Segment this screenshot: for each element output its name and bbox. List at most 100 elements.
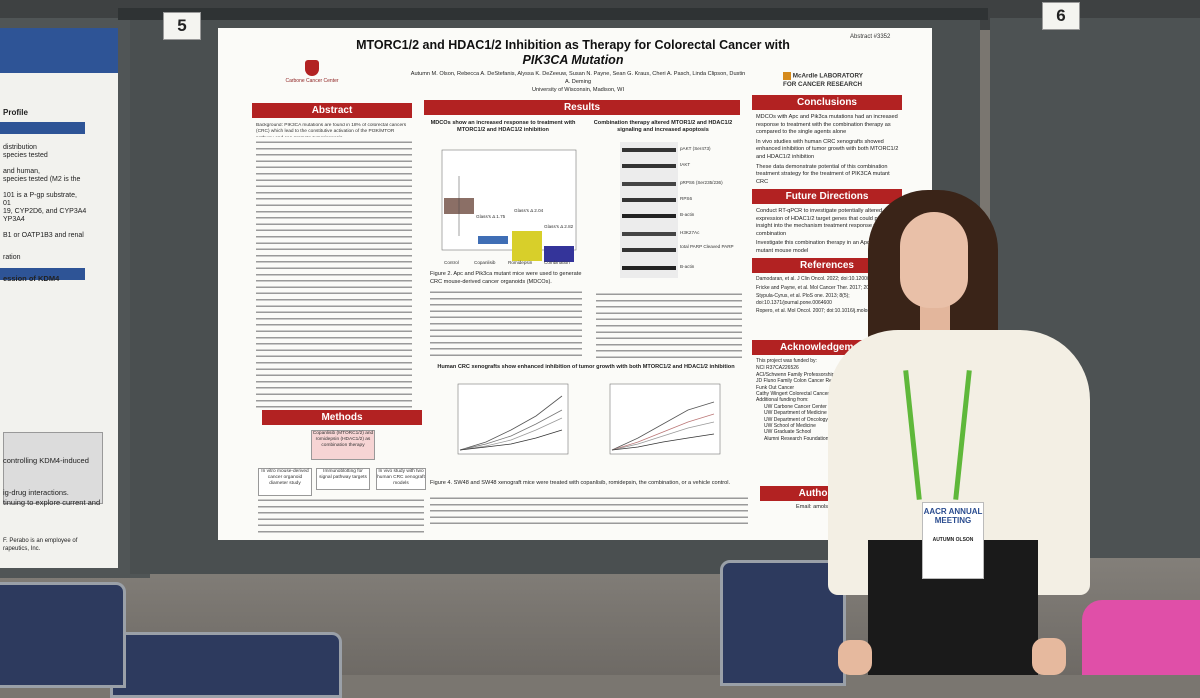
uw-crest-icon	[305, 60, 319, 76]
box-copanlisib	[478, 236, 508, 244]
blot-label: total PARP Cleaved PARP	[680, 244, 734, 249]
legend-item: Combination	[544, 260, 570, 265]
blot-band	[622, 232, 676, 236]
board-number-card: 6	[1042, 2, 1080, 30]
conclusion-item: These data demonstrate potential of this…	[756, 163, 890, 185]
ack-item: JD Fluno Family Colon Cancer Research Pr…	[756, 378, 868, 385]
chair	[110, 632, 342, 698]
box-combination	[544, 246, 574, 262]
ack-item: ACI/Schwenn Family Professorship	[756, 371, 835, 378]
blot-band	[622, 214, 676, 218]
hand	[1032, 638, 1066, 675]
blot-band	[622, 266, 676, 270]
figure2-caption-lines	[430, 290, 582, 356]
left-poster: Profile distribution species tested and …	[0, 28, 118, 568]
legend-item: Romidepsin	[508, 260, 533, 265]
method-box: Copanlisib (MTORC1/2) and romidepsin (HD…	[311, 430, 375, 460]
abstract-number: Abstract #3352	[850, 34, 891, 40]
organoid-box-plot	[441, 149, 577, 262]
mcardle-logo: McArdle LABORATORY FOR CANCER RESEARCH	[783, 72, 873, 89]
left-poster-line: tinuing to explore current and	[3, 498, 101, 507]
left-poster-line: ession of KDM4	[3, 274, 60, 283]
references-heading: References	[752, 258, 902, 273]
conclusion-item: MDCOs with Apc and Pik3ca mutations had …	[756, 114, 898, 136]
series-copanlisib	[459, 409, 563, 451]
poster-authors: Autumn M. Olson, Rebecca A. DeStefanis, …	[408, 70, 748, 94]
blot-label: RPS6	[680, 196, 693, 201]
left-poster-line: ig-drug interactions.	[3, 488, 69, 497]
results-panel3-title: Human CRC xenografts show enhanced inhib…	[437, 364, 735, 370]
future-item: Investigate this combination therapy in …	[756, 240, 900, 254]
ack-item: NCI R37CA226526	[756, 365, 799, 372]
figure4-caption-lines	[430, 496, 748, 524]
left-poster-line: 101 is a P-gp substrate,	[3, 192, 77, 199]
ack-item: Funk Out Cancer	[756, 384, 795, 391]
methods-caption	[258, 498, 424, 534]
left-poster-line: B1 or OATP1B3 and renal	[3, 232, 84, 239]
method-box: In vivo study with two human CRC xenogra…	[376, 468, 426, 490]
blot-band	[622, 148, 676, 152]
blot-label: tAKT	[680, 162, 691, 167]
figure4-caption: Figure 4. SW48 and SW48 xenograft mice w…	[430, 480, 731, 486]
blot-label: pRPS6 (Ser235/236)	[680, 180, 723, 185]
series-combination	[459, 429, 563, 451]
left-poster-bar	[0, 268, 85, 280]
affiliation: University of Wisconsin, Madison, WI	[531, 87, 624, 93]
research-poster: Abstract #3352 MTORC1/2 and HDAC1/2 Inhi…	[218, 28, 932, 540]
abstract-background-text: Background: PIK3CA mutations are found i…	[256, 123, 407, 137]
method-box: Immunoblotting for signal pathway target…	[316, 468, 370, 490]
ack-item: UW School of Medicine	[764, 423, 816, 430]
legend-item: Copanlisib	[474, 260, 496, 265]
logo-text: Carbone Cancer Center	[285, 78, 339, 84]
left-poster-line: controlling KDM4-induced	[3, 456, 89, 465]
legend-item: Control	[444, 260, 459, 265]
results-heading: Results	[424, 100, 740, 115]
face	[900, 212, 968, 308]
series-combination	[611, 433, 715, 451]
name-badge: AACR ANNUAL MEETING AUTUMN OLSON	[922, 502, 984, 579]
poster-title-line: MTORC1/2 and HDAC1/2 Inhibition as Thera…	[356, 38, 790, 52]
ack-item: Cathy Wingert Colorectal Cancer	[756, 391, 830, 398]
left-poster-line: and human,	[3, 168, 40, 175]
blot-label: B-actin	[680, 212, 695, 217]
ack-item: UW Department of Medicine	[764, 410, 827, 417]
western-blot	[620, 142, 678, 278]
left-poster-heading: Profile	[3, 108, 28, 117]
logo-text: McArdle LABORATORY FOR CANCER RESEARCH	[783, 72, 863, 88]
abstract-body-text	[256, 140, 412, 408]
box-label: Glass's Δ 2.04	[514, 208, 544, 213]
acknowledgements-list: This project was funded by: NCI R37CA226…	[756, 358, 902, 442]
left-poster-line: species tested (M2 is the	[3, 176, 81, 183]
series-romidepsin	[459, 417, 563, 451]
chair	[0, 582, 126, 688]
board-frame	[118, 8, 988, 20]
references-list: Damodaran, et al. J Clin Oncol. 2022; do…	[756, 276, 902, 317]
chair	[720, 560, 846, 686]
poster-title-line: PIK3CA Mutation	[522, 53, 624, 67]
reference-item: Damodaran, et al. J Clin Oncol. 2022; do…	[756, 276, 901, 282]
badge-name: AUTUMN OLSON	[932, 537, 974, 543]
series-romidepsin	[611, 421, 715, 451]
method-box: In vitro mouse-derived cancer organoid d…	[258, 468, 312, 496]
presenter: AACR ANNUAL MEETING AUTUMN OLSON	[820, 190, 1100, 675]
blot-band	[622, 248, 676, 252]
blot-label: B-actin	[680, 264, 695, 269]
conclusions-list: MDCOs with Apc and Pik3ca mutations had …	[756, 114, 902, 188]
future-item: Conduct RT-qPCR to investigate potential…	[756, 208, 894, 237]
left-poster-line: 19, CYP2D6, and CYP3A4	[3, 208, 87, 215]
box-label: Glass's Δ 1.75	[476, 214, 506, 219]
board-number-card: 5	[163, 12, 201, 40]
left-poster-box	[3, 432, 103, 504]
figure2-caption: Figure 2. Apc and Pik3ca mutant mice wer…	[430, 271, 582, 285]
left-poster-line: YP3A4	[3, 216, 25, 223]
ack-intro: This project was funded by:	[756, 358, 817, 364]
results-panel1-title: MDCOs show an increased response to trea…	[430, 120, 576, 133]
methods-heading: Methods	[262, 410, 422, 425]
author-list: Autumn M. Olson, Rebecca A. DeStefanis, …	[410, 71, 746, 85]
box-label: Glass's Δ 2.82	[544, 224, 574, 229]
left-poster-header	[0, 28, 118, 73]
abstract-heading: Abstract	[252, 103, 412, 118]
xenograft-chart-b	[609, 383, 721, 455]
left-poster-line: ration	[3, 254, 21, 261]
blot-label: H3K27Ac	[680, 230, 700, 235]
